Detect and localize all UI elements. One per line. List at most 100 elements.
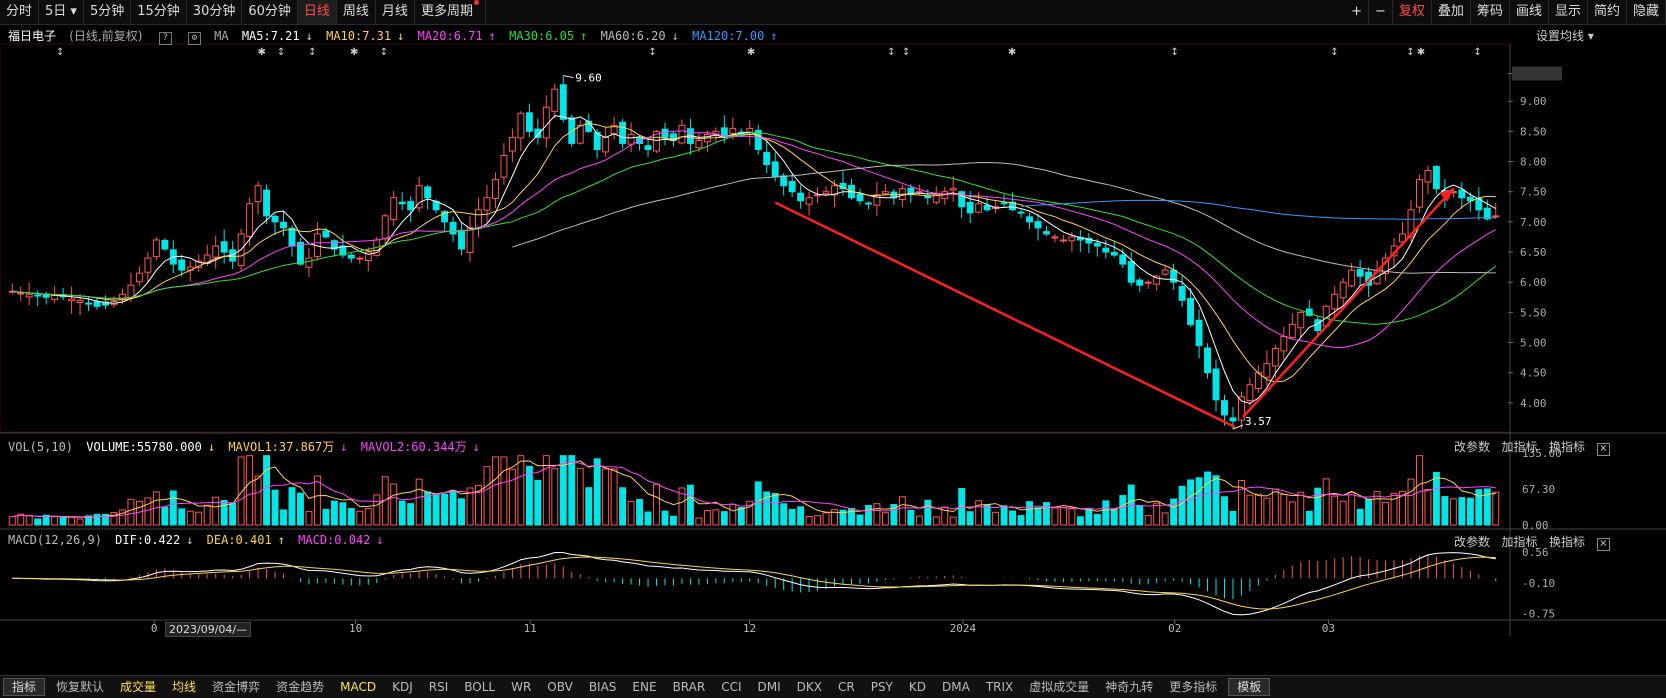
toolbar-right-7[interactable]: 简约 — [1588, 0, 1627, 24]
dea-value: DEA:0.401 — [206, 533, 272, 547]
period-tab-4[interactable]: 30分钟 — [187, 0, 243, 24]
vol-name[interactable]: VOL(5,10) — [8, 440, 74, 454]
toolbar-right-6[interactable]: 显示 — [1549, 0, 1588, 24]
toolbar-right-1[interactable]: − — [1369, 0, 1393, 24]
toolbar-right-8[interactable]: 隐藏 — [1627, 0, 1666, 24]
indicator-tab-18[interactable]: CR — [837, 680, 855, 694]
candle — [1093, 242, 1101, 247]
switch-indicator-button[interactable]: 换指标 — [1548, 440, 1585, 454]
indicator-tab-13[interactable]: ENE — [632, 680, 657, 694]
toolbar-right-5[interactable]: 画线 — [1510, 0, 1549, 24]
close-icon[interactable]: × — [1596, 443, 1610, 456]
volume-bar — [110, 512, 118, 526]
candle — [678, 124, 686, 144]
indicator-tab-0[interactable]: 指标 — [3, 678, 46, 696]
macd-y-tick-label: -0.75 — [1522, 607, 1555, 620]
volume-bar — [780, 503, 788, 526]
indicator-tab-25[interactable]: 更多指标 — [1169, 680, 1218, 694]
period-tab-3[interactable]: 15分钟 — [131, 0, 187, 24]
current-price-box — [1512, 66, 1562, 81]
indicator-tab-11[interactable]: OBV — [547, 680, 573, 694]
indicator-tab-6[interactable]: MACD — [340, 680, 377, 694]
toolbar-right-3[interactable]: 叠加 — [1432, 0, 1471, 24]
close-icon[interactable]: × — [1596, 538, 1610, 551]
indicator-tab-19[interactable]: PSY — [870, 680, 893, 694]
y-tick-label: 4.00 — [1520, 397, 1547, 410]
indicator-tab-24[interactable]: 神奇九转 — [1105, 680, 1154, 694]
volume-bar — [839, 509, 847, 526]
volume-bar — [924, 499, 932, 526]
event-marker-icon: ↕ — [380, 47, 388, 58]
volume-bar — [1263, 497, 1271, 526]
indicator-tab-17[interactable]: DKX — [796, 680, 822, 694]
period-tab-1[interactable]: 5日 ▾ — [39, 0, 84, 24]
volume-bar — [653, 483, 660, 526]
toolbar-right-2[interactable]: 复权 — [1393, 0, 1432, 24]
indicator-tab-2[interactable]: 成交量 — [120, 680, 157, 694]
down-arrow-icon: ↓ — [207, 440, 216, 454]
candle — [822, 191, 830, 195]
ma10-line — [12, 122, 1496, 383]
indicator-tab-26[interactable]: 模板 — [1228, 678, 1271, 696]
period-tab-5[interactable]: 60分钟 — [242, 0, 298, 24]
indicator-tab-22[interactable]: TRIX — [985, 680, 1014, 694]
indicator-tab-16[interactable]: DMI — [757, 680, 781, 694]
change-params-button[interactable]: 改参数 — [1454, 535, 1491, 549]
ma-settings-button[interactable]: 设置均线 ▾ — [1536, 27, 1594, 44]
indicator-tab-8[interactable]: RSI — [428, 680, 449, 694]
volume-bar — [483, 466, 491, 526]
volume-bar — [695, 517, 703, 526]
volume-bar — [551, 468, 559, 526]
indicator-tab-1[interactable]: 恢复默认 — [56, 680, 105, 694]
toolbar-right-4[interactable]: 筹码 — [1471, 0, 1510, 24]
indicator-tab-12[interactable]: BIAS — [588, 680, 617, 694]
indicator-tab-21[interactable]: DMA — [942, 680, 970, 694]
volume-bar — [1331, 495, 1339, 526]
period-tab-6[interactable]: 日线 — [297, 0, 337, 24]
indicator-tab-15[interactable]: CCI — [721, 680, 742, 694]
indicator-tab-23[interactable]: 虚拟成交量 — [1029, 680, 1090, 694]
help-icon[interactable]: ? — [158, 32, 172, 45]
volume-bar — [1085, 507, 1093, 526]
add-indicator-button[interactable]: 加指标 — [1501, 535, 1538, 549]
volume-bar — [1466, 497, 1474, 526]
x-tick-label: 10 — [349, 622, 362, 635]
change-params-button[interactable]: 改参数 — [1454, 440, 1491, 454]
volume-bar — [881, 512, 889, 526]
add-indicator-button[interactable]: 加指标 — [1501, 440, 1538, 454]
candle — [695, 139, 703, 149]
candle — [1212, 368, 1220, 401]
indicator-tab-10[interactable]: WR — [511, 680, 532, 694]
period-tab-7[interactable]: 周线 — [337, 0, 376, 24]
period-tab-8[interactable]: 月线 — [376, 0, 415, 24]
volume-bar — [246, 455, 254, 526]
volume-bar — [1221, 496, 1228, 526]
indicator-tab-4[interactable]: 资金博弈 — [212, 680, 261, 694]
candle — [814, 194, 822, 197]
period-tab-9[interactable]: 更多周期 — [415, 0, 486, 24]
indicator-tab-5[interactable]: 资金趋势 — [276, 680, 325, 694]
candle — [1153, 275, 1161, 285]
indicator-tab-20[interactable]: KD — [908, 680, 926, 694]
event-marker-icon: ↕ — [1330, 47, 1338, 58]
candle — [1009, 201, 1017, 211]
indicator-tab-3[interactable]: 均线 — [172, 680, 197, 694]
macd-name[interactable]: MACD(12,26,9) — [8, 533, 102, 547]
indicator-tab-14[interactable]: BRAR — [672, 680, 706, 694]
candle — [983, 204, 991, 211]
stock-name[interactable]: 福日电子 — [8, 29, 57, 43]
gear-icon[interactable]: ⚙ — [187, 32, 201, 45]
switch-indicator-button[interactable]: 换指标 — [1548, 535, 1585, 549]
volume-bar — [890, 503, 898, 526]
indicator-tab-7[interactable]: KDJ — [392, 680, 413, 694]
volume-bar — [458, 498, 466, 526]
event-marker-icon: ↕ — [1171, 47, 1179, 58]
period-tab-2[interactable]: 5分钟 — [84, 0, 132, 24]
candle — [966, 201, 974, 214]
indicator-tab-9[interactable]: BOLL — [464, 680, 496, 694]
volume-bar — [1339, 500, 1347, 526]
x-tick-label: 2024 — [950, 622, 977, 635]
toolbar-right-0[interactable]: + — [1345, 0, 1369, 24]
period-tab-0[interactable]: 分时 — [0, 0, 40, 24]
